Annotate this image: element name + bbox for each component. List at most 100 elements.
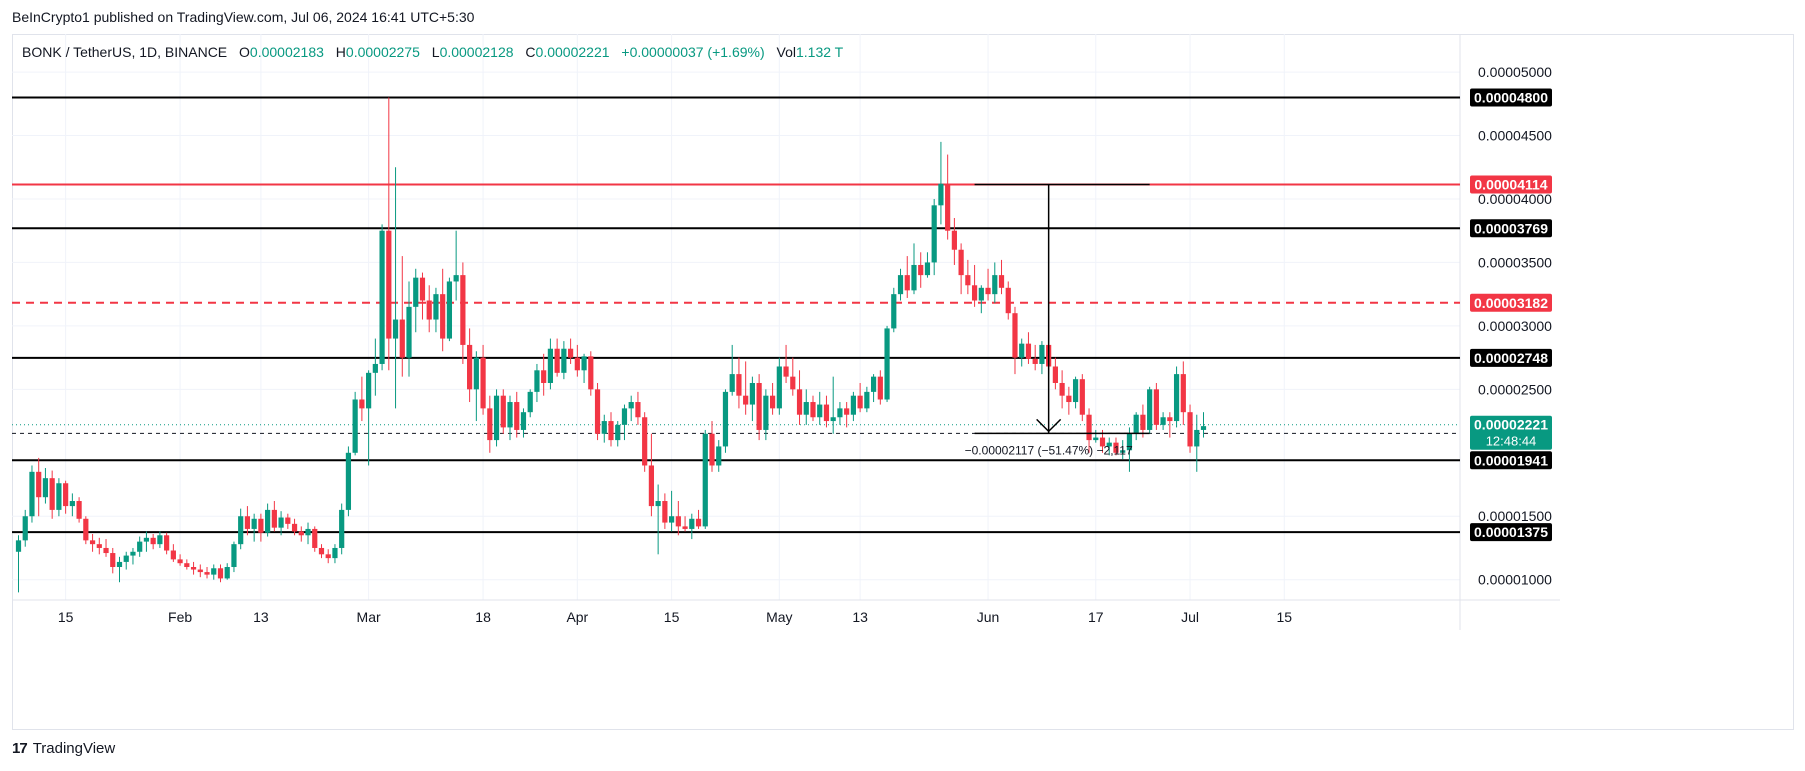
candle-body <box>1113 442 1119 453</box>
candle-body <box>951 230 957 250</box>
publisher-credit: BeInCrypto1 published on TradingView.com… <box>12 9 475 25</box>
candle-body <box>1086 414 1092 441</box>
candle-body <box>56 483 62 510</box>
time-axis: 15 Feb 13 Mar 18 Apr 15 May 13 Jun 17 Jul 15 <box>58 609 1292 625</box>
tradingview-brand: TradingView <box>32 740 116 757</box>
candle-body <box>1066 395 1072 403</box>
candle-body <box>864 391 870 409</box>
candle-body <box>931 205 937 263</box>
candle-body <box>22 516 28 541</box>
candle-body <box>217 568 224 579</box>
price-tick-label: 0.00001000 <box>1478 572 1552 588</box>
candle-body <box>49 478 55 510</box>
candle-body <box>1052 366 1058 383</box>
candle-body <box>918 264 924 276</box>
candle-body <box>716 446 722 466</box>
time-tick-label: Jun <box>977 609 1000 625</box>
candle-body <box>1079 379 1085 415</box>
candle-body <box>541 370 547 383</box>
candle-body <box>406 306 412 358</box>
candle-body <box>399 319 405 358</box>
candle-body <box>1120 450 1126 453</box>
level-price-label: 0.00002748 <box>1474 350 1548 366</box>
candle-body <box>1126 433 1133 451</box>
price-tick-label: 0.00003000 <box>1478 318 1552 334</box>
candle-body <box>992 275 998 295</box>
level-lines <box>12 96 1460 534</box>
candle-body <box>1180 374 1186 413</box>
level-price-label: 0.00003769 <box>1474 220 1548 236</box>
candle-body <box>123 555 129 562</box>
last-price-badge <box>1470 415 1552 450</box>
time-tick-label: 15 <box>58 609 74 625</box>
candle-body <box>379 230 385 364</box>
candle-body <box>884 328 890 400</box>
candle-body <box>392 319 399 339</box>
candle-body <box>103 547 109 554</box>
level-price-label: 0.00001941 <box>1474 452 1548 468</box>
candle-body <box>507 402 513 428</box>
candle-body <box>157 535 163 545</box>
volume-value: 1.132 T <box>796 44 844 60</box>
candle-body <box>137 541 143 552</box>
candle-body <box>184 563 190 568</box>
last-price-label: 0.00002221 <box>1474 417 1548 433</box>
candle-body <box>224 567 230 579</box>
candle-body <box>527 391 533 413</box>
candle-body <box>971 285 978 301</box>
candle-body <box>143 537 150 542</box>
level-price-badge <box>1470 348 1552 367</box>
chart-grid <box>12 34 1560 630</box>
candle-body <box>271 509 277 528</box>
candle-body <box>911 264 917 291</box>
candle-body <box>554 348 560 373</box>
change-value: +0.00000037 (+1.69%) <box>621 44 765 60</box>
candle-body <box>386 230 392 339</box>
candle-body <box>945 183 951 231</box>
candle-body <box>891 294 897 329</box>
candle-body <box>453 275 459 282</box>
measure-label: −0.00002117 (−51.47%) −2,117 <box>965 443 1133 457</box>
time-tick-label: Jul <box>1181 609 1199 625</box>
candle-body <box>480 357 486 409</box>
candle-body <box>325 554 331 559</box>
candle-body <box>359 399 365 409</box>
time-tick-label: 18 <box>475 609 491 625</box>
candle-body <box>1200 426 1207 430</box>
price-tick-label: 0.00001500 <box>1478 508 1552 524</box>
candle-body <box>823 404 830 422</box>
candle-body <box>588 356 594 390</box>
price-tick-label: 0.00004000 <box>1478 191 1552 207</box>
candle-body <box>655 501 661 507</box>
candle-body <box>1025 343 1032 359</box>
symbol-label[interactable]: BONK / TetherUS, 1D, BINANCE <box>22 44 228 60</box>
candle-body <box>1106 442 1112 447</box>
candle-body <box>1133 414 1139 434</box>
measure-annotation: −0.00002117 (−51.47%) −2,117 <box>965 183 1150 457</box>
candle-body <box>978 287 984 301</box>
candle-body <box>803 402 809 415</box>
high-key: H <box>335 44 346 60</box>
level-price-badge <box>1470 88 1552 107</box>
candle-body <box>1160 417 1166 425</box>
candle-body <box>110 553 116 568</box>
candle-body <box>318 547 325 555</box>
candle-body <box>1099 437 1106 447</box>
time-tick-label: 17 <box>1088 609 1104 625</box>
candle-body <box>729 374 735 392</box>
candle-body <box>669 516 675 523</box>
level-price-badge <box>1470 175 1552 194</box>
candle-body <box>278 517 284 528</box>
candle-body <box>419 277 426 301</box>
candle-body <box>615 424 621 441</box>
candle-body <box>790 376 796 390</box>
candle-body <box>796 389 803 415</box>
candle-body <box>763 395 769 430</box>
candle-body <box>1019 343 1025 358</box>
candle-body <box>938 183 944 206</box>
close-key: C <box>525 44 536 60</box>
level-price-label: 0.00003182 <box>1474 295 1548 311</box>
candle-body <box>897 275 904 295</box>
level-price-badge <box>1470 523 1552 542</box>
